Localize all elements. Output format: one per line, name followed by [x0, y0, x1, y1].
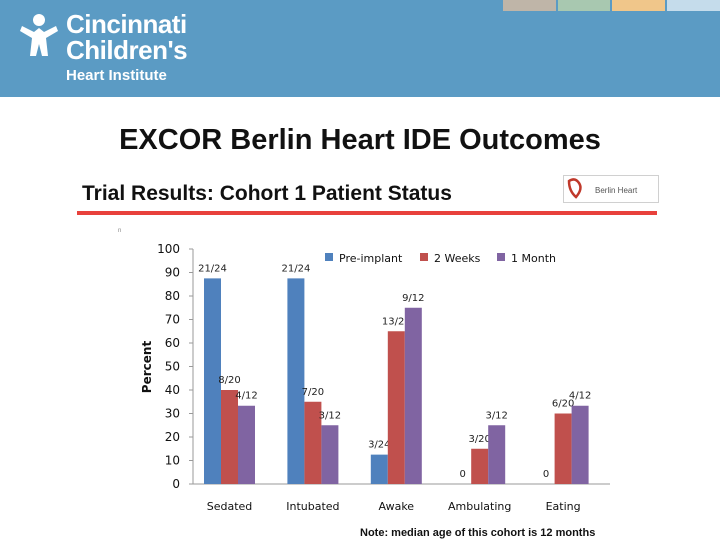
header-band [0, 0, 720, 97]
y-tick-label: 80 [165, 289, 180, 303]
bar [571, 405, 589, 484]
x-tick-label: Intubated [286, 500, 339, 513]
data-label: 0 [543, 469, 549, 480]
header-stripe [503, 0, 556, 11]
logo-text-line2: Children's [66, 35, 188, 65]
legend-swatch [325, 253, 333, 261]
x-tick-label: Eating [546, 500, 581, 513]
bar [221, 390, 238, 484]
data-label: 3/12 [319, 410, 341, 421]
bar [404, 307, 422, 484]
heart-icon [567, 178, 582, 199]
data-label: 0 [460, 469, 466, 480]
legend-label: 2 Weeks [434, 252, 481, 265]
y-tick-label: 10 [165, 454, 180, 468]
y-tick-label: 100 [157, 242, 180, 256]
bar [471, 448, 489, 484]
x-tick-label: Awake [379, 500, 415, 513]
data-label: 6/20 [552, 399, 574, 410]
bar [370, 454, 388, 484]
header-stripe [612, 0, 665, 11]
legend-swatch [420, 253, 428, 261]
data-label: 8/20 [218, 375, 240, 386]
logo-text-line3: Heart Institute [66, 67, 167, 84]
slide-subtitle: Trial Results: Cohort 1 Patient Status [82, 182, 452, 205]
bar [554, 413, 572, 484]
y-tick-label: 50 [165, 360, 180, 374]
bar [321, 425, 339, 484]
logo-text-line1: Cincinnati [66, 9, 187, 39]
legend-swatch [497, 253, 505, 261]
data-label: 4/12 [235, 391, 257, 402]
y-tick-label: 0 [172, 477, 180, 491]
data-label: 21/24 [198, 263, 227, 274]
footnote: Note: median age of this cohort is 12 mo… [360, 527, 596, 539]
header-stripe [667, 0, 720, 11]
tiny-mark: n [118, 228, 122, 234]
y-tick-label: 20 [165, 430, 180, 444]
bar [387, 331, 405, 484]
x-tick-label: Ambulating [448, 500, 511, 513]
bar [287, 278, 305, 484]
data-label: 7/20 [302, 387, 324, 398]
legend-label: 1 Month [511, 252, 556, 265]
y-axis-label: Percent [140, 341, 154, 394]
legend-label: Pre-implant [339, 252, 403, 265]
data-label: 3/20 [468, 434, 490, 445]
y-tick-label: 60 [165, 336, 180, 350]
children-logo-icon [20, 14, 58, 56]
data-label: 3/24 [368, 440, 390, 451]
y-tick-label: 90 [165, 266, 180, 280]
berlin-heart-logo: Berlin Heart [563, 175, 659, 203]
y-tick-label: 40 [165, 383, 180, 397]
brand-label: Berlin Heart [595, 186, 638, 195]
bar [488, 425, 506, 484]
bar [204, 278, 221, 484]
data-label: 21/24 [281, 263, 310, 274]
bar [238, 405, 255, 484]
bar [304, 401, 322, 484]
data-label: 13/20 [382, 316, 411, 327]
data-label: 9/12 [402, 293, 424, 304]
data-label: 4/12 [569, 391, 591, 402]
divider-rule [77, 211, 657, 215]
data-label: 3/12 [485, 410, 507, 421]
slide-title: EXCOR Berlin Heart IDE Outcomes [119, 124, 601, 156]
header-stripe [558, 0, 610, 11]
y-tick-label: 70 [165, 313, 180, 327]
y-tick-label: 30 [165, 407, 180, 421]
x-tick-label: Sedated [207, 500, 253, 513]
